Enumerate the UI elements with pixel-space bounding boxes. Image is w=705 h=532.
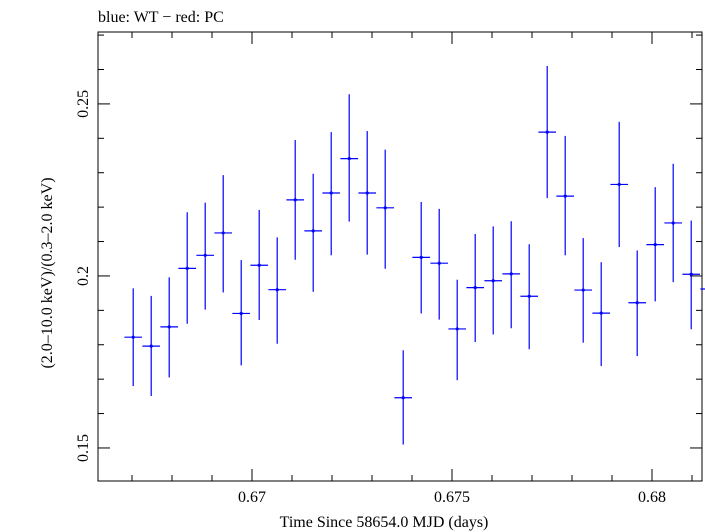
- data-point: [340, 94, 358, 222]
- axis-tick-labels: 0.67 0.675 0.68 0.15 0.2 0.25: [75, 90, 666, 506]
- point-marker: [401, 396, 405, 400]
- point-marker: [563, 194, 567, 198]
- data-point: [160, 277, 178, 378]
- data-point: [700, 288, 705, 290]
- point-marker: [437, 261, 441, 265]
- data-point: [394, 350, 412, 445]
- data-point: [484, 226, 502, 335]
- point-marker: [329, 191, 333, 195]
- point-marker: [203, 253, 207, 257]
- point-marker: [347, 157, 351, 161]
- point-marker: [509, 272, 513, 276]
- data-point: [196, 202, 214, 310]
- point-marker: [149, 344, 153, 348]
- data-point: [466, 233, 484, 342]
- point-marker: [527, 294, 531, 298]
- y-tick-label: 0.25: [75, 90, 92, 118]
- data-point: [142, 295, 160, 397]
- y-tick-label: 0.15: [75, 434, 92, 462]
- data-point: [358, 131, 376, 255]
- point-marker: [617, 182, 621, 187]
- point-marker: [671, 221, 675, 225]
- data-point: [610, 121, 628, 248]
- data-point: [268, 237, 286, 344]
- data-point: [502, 221, 520, 329]
- chart-title: blue: WT − red: PC: [98, 9, 224, 26]
- y-axis-label: (2.0–10.0 keV)/(0.3–2.0 keV): [39, 177, 56, 368]
- data-point: [412, 201, 430, 314]
- axis-ticks: [98, 32, 702, 481]
- data-point: [538, 66, 556, 199]
- data-point: [376, 149, 394, 269]
- data-point: [250, 209, 268, 320]
- x-tick-label: 0.68: [638, 489, 666, 506]
- data-point: [232, 260, 250, 366]
- point-marker: [545, 130, 549, 134]
- data-point: [214, 175, 232, 293]
- data-point: [304, 173, 322, 292]
- data-point: [646, 187, 664, 302]
- x-tick-label: 0.67: [238, 489, 266, 506]
- data-point: [448, 279, 466, 381]
- plot-frame: [97, 31, 703, 482]
- data-point: [520, 244, 538, 350]
- point-marker: [383, 206, 387, 210]
- data-point: [556, 135, 574, 256]
- point-marker: [599, 311, 603, 315]
- data-point: [322, 132, 340, 256]
- x-tick-label: 0.675: [434, 489, 470, 506]
- point-marker: [275, 288, 279, 292]
- point-marker: [473, 286, 477, 290]
- data-point: [592, 262, 610, 367]
- point-marker: [257, 263, 261, 267]
- point-marker: [419, 255, 423, 259]
- point-marker: [293, 198, 297, 202]
- point-marker: [635, 301, 639, 305]
- point-marker: [239, 311, 243, 316]
- y-tick-label: 0.2: [75, 266, 92, 286]
- data-point: [628, 250, 646, 357]
- data-point: [574, 238, 592, 343]
- data-points: [124, 66, 705, 445]
- data-point: [178, 212, 196, 324]
- data-point: [430, 208, 448, 320]
- point-marker: [581, 288, 585, 292]
- point-marker: [653, 243, 657, 247]
- data-point: [124, 288, 142, 387]
- point-marker: [365, 191, 369, 195]
- point-marker: [185, 266, 189, 270]
- point-marker: [689, 272, 693, 276]
- point-marker: [131, 335, 135, 339]
- point-marker: [167, 325, 171, 329]
- data-point: [286, 140, 304, 260]
- point-marker: [491, 279, 495, 283]
- data-point: [682, 220, 700, 330]
- point-marker: [455, 327, 459, 331]
- data-point: [664, 163, 682, 283]
- x-axis-label: Time Since 58654.0 MJD (days): [280, 514, 489, 531]
- point-marker: [221, 231, 225, 235]
- point-marker: [311, 229, 315, 233]
